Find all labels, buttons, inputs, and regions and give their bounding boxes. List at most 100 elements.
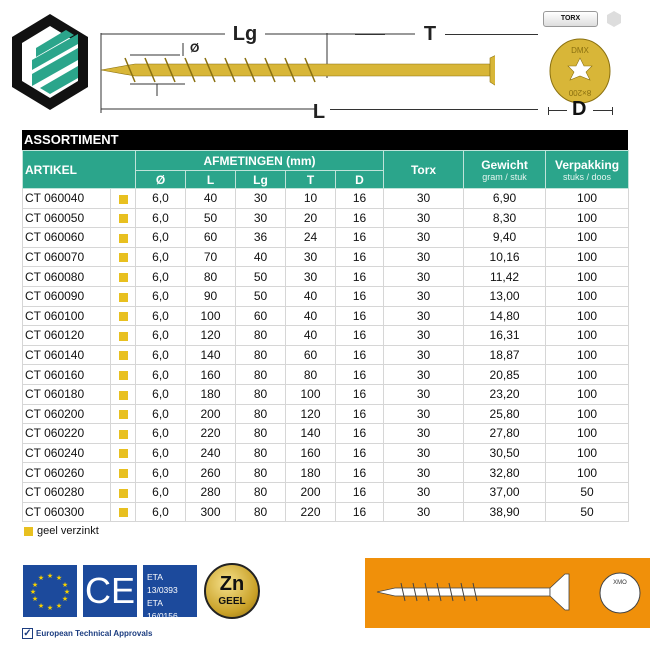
finish-swatch xyxy=(118,410,128,420)
cell-l: 50 xyxy=(185,207,236,229)
finish-swatch xyxy=(118,194,128,204)
cell-l: 180 xyxy=(185,383,236,405)
cell-d: 16 xyxy=(334,364,385,385)
cell-gewicht: 14,80 xyxy=(463,305,547,327)
cell-lg: 80 xyxy=(235,344,286,366)
cell-t: 80 xyxy=(285,364,336,385)
cell-d: 16 xyxy=(334,285,385,307)
cell-verpakking: 100 xyxy=(545,285,630,307)
cell-torx: 30 xyxy=(383,442,465,464)
cell-torx: 30 xyxy=(383,462,465,483)
cell-finish xyxy=(110,481,136,503)
cell-diameter: 6,0 xyxy=(135,344,186,366)
cell-t: 100 xyxy=(285,383,336,405)
cell-torx: 30 xyxy=(383,344,465,366)
head-marking-brand: DMX xyxy=(571,46,589,55)
legend-label: geel verzinkt xyxy=(37,525,99,537)
cell-gewicht: 30,50 xyxy=(463,442,547,464)
cell-torx: 30 xyxy=(383,207,465,229)
table-row: CT 060120 6,0 120 80 40 16 30 16,31 100 xyxy=(22,325,630,346)
cell-t: 220 xyxy=(285,501,336,523)
torx-bit-label: TORX xyxy=(560,15,581,22)
cell-verpakking: 100 xyxy=(545,266,630,287)
cell-artikel: CT 060140 xyxy=(22,344,111,366)
cell-diameter: 6,0 xyxy=(135,246,186,268)
cell-d: 16 xyxy=(334,383,385,405)
head-marking-size: 8×200 xyxy=(568,88,591,97)
cell-lg: 40 xyxy=(235,246,286,268)
cell-finish xyxy=(110,344,136,366)
approvals-label: European Technical Approvals xyxy=(36,629,153,638)
cell-gewicht: 27,80 xyxy=(463,423,547,444)
cell-verpakking: 100 xyxy=(545,227,630,248)
cell-lg: 80 xyxy=(235,501,286,523)
cell-torx: 30 xyxy=(383,403,465,425)
finish-swatch xyxy=(118,253,128,263)
cell-finish xyxy=(110,325,136,346)
table-row: CT 060300 6,0 300 80 220 16 30 38,90 50 xyxy=(22,501,630,523)
cell-torx: 30 xyxy=(383,481,465,503)
cell-lg: 30 xyxy=(235,207,286,229)
header-t: T xyxy=(285,170,336,189)
finish-swatch xyxy=(118,488,128,498)
cell-verpakking: 50 xyxy=(545,481,630,503)
cell-l: 200 xyxy=(185,403,236,425)
cell-verpakking: 100 xyxy=(545,325,630,346)
finish-swatch xyxy=(118,233,128,243)
cell-diameter: 6,0 xyxy=(135,442,186,464)
cell-gewicht: 13,00 xyxy=(463,285,547,307)
cell-t: 10 xyxy=(285,188,336,209)
cell-verpakking: 100 xyxy=(545,442,630,464)
cell-d: 16 xyxy=(334,188,385,209)
svg-text:★: ★ xyxy=(32,595,38,603)
finish-swatch xyxy=(118,312,128,322)
finish-swatch xyxy=(118,508,128,518)
cell-finish xyxy=(110,364,136,385)
cell-gewicht: 11,42 xyxy=(463,266,547,287)
cell-d: 16 xyxy=(334,305,385,327)
cell-diameter: 6,0 xyxy=(135,383,186,405)
cell-artikel: CT 060040 xyxy=(22,188,111,209)
screw-head-view: DMX 8×200 xyxy=(549,38,611,104)
hex-icon xyxy=(607,11,621,27)
cell-diameter: 6,0 xyxy=(135,266,186,287)
finish-swatch xyxy=(118,331,128,341)
cell-artikel: CT 060160 xyxy=(22,364,111,385)
table-row: CT 060240 6,0 240 80 160 16 30 30,50 100 xyxy=(22,442,630,464)
cell-finish xyxy=(110,246,136,268)
cell-finish xyxy=(110,227,136,248)
svg-text:★: ★ xyxy=(32,581,38,589)
cell-t: 180 xyxy=(285,462,336,483)
cell-l: 220 xyxy=(185,423,236,444)
cell-diameter: 6,0 xyxy=(135,403,186,425)
cell-l: 90 xyxy=(185,285,236,307)
finish-swatch xyxy=(118,370,128,380)
cell-t: 30 xyxy=(285,266,336,287)
cell-d: 16 xyxy=(334,344,385,366)
ce-mark: CE xyxy=(84,570,135,611)
cell-t: 24 xyxy=(285,227,336,248)
cell-finish xyxy=(110,305,136,327)
finish-swatch xyxy=(118,468,128,478)
ce-badge: CE xyxy=(83,565,137,617)
gewicht-label: Gewicht xyxy=(481,157,528,172)
table-row: CT 060050 6,0 50 30 20 16 30 8,30 100 xyxy=(22,207,630,229)
cell-diameter: 6,0 xyxy=(135,462,186,483)
finish-swatch xyxy=(118,292,128,302)
cell-diameter: 6,0 xyxy=(135,501,186,523)
cell-lg: 80 xyxy=(235,423,286,444)
cell-t: 40 xyxy=(285,325,336,346)
cell-d: 16 xyxy=(334,246,385,268)
cell-lg: 80 xyxy=(235,325,286,346)
cell-artikel: CT 060260 xyxy=(22,462,111,483)
assortiment-title: ASSORTIMENT xyxy=(22,130,628,150)
cell-torx: 30 xyxy=(383,364,465,385)
cell-l: 160 xyxy=(185,364,236,385)
cell-artikel: CT 060240 xyxy=(22,442,111,464)
verpakking-label: Verpakking xyxy=(555,157,620,172)
cell-lg: 50 xyxy=(235,285,286,307)
cell-torx: 30 xyxy=(383,266,465,287)
cell-finish xyxy=(110,423,136,444)
svg-text:★: ★ xyxy=(62,581,68,589)
cell-finish xyxy=(110,462,136,483)
